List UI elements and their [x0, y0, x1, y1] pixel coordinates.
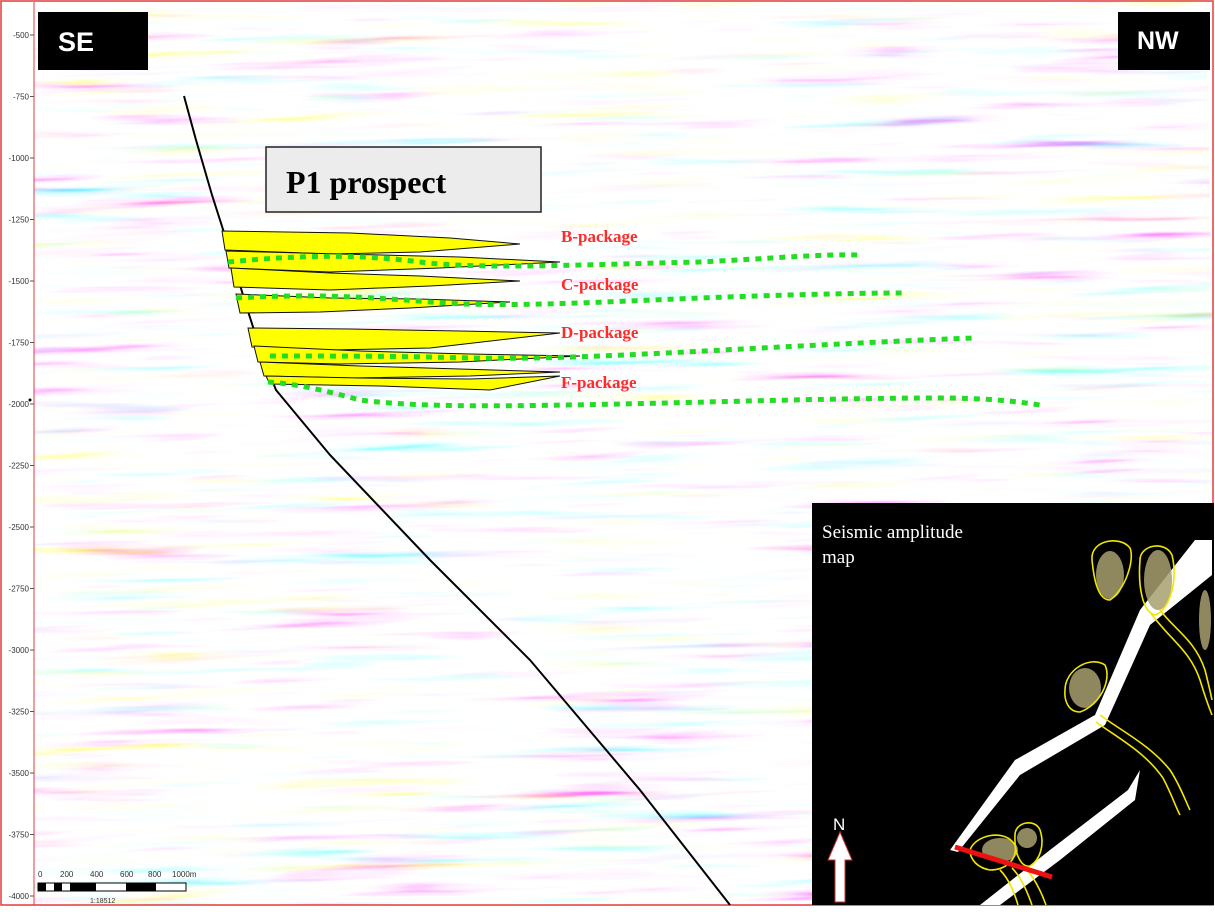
- depth-tick-label: -3250: [9, 708, 30, 717]
- scale-bar: 0 200 400 600 800 1000m 1:18512: [37, 870, 197, 905]
- scale-ratio: 1:18512: [90, 898, 115, 905]
- axis-marker-dot: [28, 398, 32, 402]
- scale-tick-400: 400: [90, 870, 104, 879]
- depth-tick-label: -1500: [9, 277, 30, 286]
- inset-fault-north: [950, 540, 1212, 852]
- package-label-c: C-package: [561, 275, 639, 294]
- horizon-c: [235, 290, 906, 308]
- sand-wedges: [221, 230, 581, 391]
- north-label: N: [833, 815, 845, 834]
- depth-tick-label: -2250: [9, 462, 30, 471]
- amplitude-body-2: [1144, 550, 1172, 610]
- depth-tick-label: -2750: [9, 585, 30, 594]
- scale-tick-800: 800: [148, 870, 162, 879]
- depth-tick-label: -1750: [9, 339, 30, 348]
- direction-se: SE: [38, 12, 148, 70]
- depth-tick-label: -2000: [9, 400, 30, 409]
- direction-se-label: SE: [58, 27, 94, 57]
- package-label-f: F-package: [561, 373, 637, 392]
- depth-tick-label: -3750: [9, 831, 30, 840]
- c-package-wedge-1: [230, 267, 521, 291]
- b-package-wedge-1: [221, 230, 521, 255]
- scale-tick-0: 0: [38, 870, 43, 879]
- amplitude-body-5: [1017, 828, 1037, 848]
- depth-tick-label: -2500: [9, 523, 30, 532]
- depth-tick-label: -500: [13, 31, 30, 40]
- depth-tick-label: -4000: [9, 892, 30, 901]
- scale-tick-1000m: 1000m: [172, 870, 197, 879]
- amplitude-outlines: [969, 540, 1213, 906]
- prospect-callout: P1 prospect: [265, 146, 542, 213]
- f-package-wedge-2: [265, 375, 561, 391]
- depth-tick-label: -3000: [9, 646, 30, 655]
- direction-nw: NW: [1118, 12, 1210, 70]
- depth-tick-label: -750: [13, 93, 30, 102]
- scale-tick-200: 200: [60, 870, 74, 879]
- prospect-label: P1 prospect: [286, 164, 447, 200]
- amplitude-body-3: [1069, 668, 1101, 708]
- scale-tick-600: 600: [120, 870, 134, 879]
- inset-title-line2: map: [822, 547, 855, 568]
- inset-map: Seismic amplitude map: [812, 503, 1214, 906]
- depth-tick-label: -1250: [9, 216, 30, 225]
- direction-nw-label: NW: [1137, 27, 1179, 55]
- north-arrow-icon: [827, 830, 853, 903]
- amplitude-body-1: [1096, 551, 1124, 599]
- package-label-d: D-package: [561, 323, 639, 342]
- depth-axis: -500 -750 -1000 -1250 -1500 -1750 -2000 -2250 -2…: [9, 31, 34, 901]
- horizons: [227, 252, 1041, 409]
- package-label-b: B-package: [561, 227, 638, 246]
- inset-title-line1: Seismic amplitude: [822, 522, 963, 543]
- north-arrow: N: [827, 815, 853, 903]
- depth-tick-label: -1000: [9, 154, 30, 163]
- depth-tick-label: -3500: [9, 769, 30, 778]
- amplitude-body-6: [1199, 590, 1211, 650]
- horizon-b: [227, 252, 861, 269]
- section-line: [954, 844, 1053, 880]
